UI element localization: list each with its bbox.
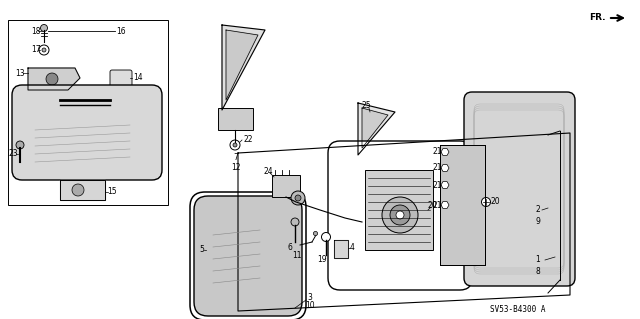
Text: 21: 21: [432, 164, 442, 173]
Circle shape: [46, 73, 58, 85]
Circle shape: [374, 156, 378, 160]
Text: 8: 8: [536, 268, 540, 277]
Bar: [272, 175, 300, 197]
Polygon shape: [222, 25, 265, 110]
Text: 7: 7: [234, 153, 239, 162]
Polygon shape: [334, 240, 348, 258]
Text: 22: 22: [243, 136, 253, 145]
Polygon shape: [441, 202, 449, 208]
Circle shape: [72, 184, 84, 196]
Polygon shape: [226, 30, 258, 100]
Text: 5: 5: [200, 246, 204, 255]
Text: 16: 16: [116, 26, 126, 35]
Circle shape: [291, 191, 305, 205]
Bar: [218, 108, 253, 130]
Circle shape: [230, 140, 240, 150]
Text: 1: 1: [536, 256, 540, 264]
Text: 21: 21: [432, 147, 442, 157]
Text: 14: 14: [133, 73, 143, 83]
Text: 19: 19: [317, 256, 327, 264]
Text: 10: 10: [305, 301, 315, 310]
Circle shape: [371, 153, 381, 163]
Text: 4: 4: [349, 243, 355, 253]
Text: FR.: FR.: [589, 13, 606, 23]
Text: 2: 2: [536, 205, 540, 214]
Text: 17: 17: [31, 46, 41, 55]
Polygon shape: [28, 68, 80, 90]
Polygon shape: [358, 103, 395, 155]
Text: 9: 9: [536, 218, 540, 226]
Circle shape: [382, 197, 418, 233]
Circle shape: [39, 45, 49, 55]
Polygon shape: [60, 180, 105, 200]
Text: 13: 13: [15, 69, 25, 78]
Polygon shape: [441, 149, 449, 155]
Circle shape: [390, 205, 410, 225]
Bar: [365, 170, 433, 250]
Text: 15: 15: [107, 188, 117, 197]
FancyBboxPatch shape: [464, 92, 575, 286]
Circle shape: [321, 233, 330, 241]
Circle shape: [40, 25, 47, 32]
Bar: [8, 20, 168, 205]
Text: SV53-B4300 A: SV53-B4300 A: [490, 305, 545, 314]
FancyBboxPatch shape: [110, 70, 132, 88]
Text: 23: 23: [8, 150, 18, 159]
Text: 11: 11: [292, 250, 301, 259]
Circle shape: [233, 143, 237, 147]
Text: 18: 18: [31, 26, 41, 35]
Circle shape: [481, 197, 490, 206]
Text: 20: 20: [490, 197, 500, 206]
Circle shape: [396, 211, 404, 219]
Circle shape: [42, 48, 46, 52]
Polygon shape: [362, 108, 388, 148]
Text: 24: 24: [263, 167, 273, 176]
Text: 20: 20: [427, 201, 437, 210]
FancyBboxPatch shape: [328, 141, 472, 290]
Circle shape: [295, 195, 301, 201]
Text: 12: 12: [231, 162, 241, 172]
FancyBboxPatch shape: [194, 196, 302, 316]
Circle shape: [16, 141, 24, 149]
Text: 21: 21: [432, 181, 442, 189]
Text: 6: 6: [287, 243, 292, 253]
Text: 25: 25: [361, 100, 371, 109]
Polygon shape: [441, 182, 449, 189]
FancyBboxPatch shape: [12, 85, 162, 180]
Circle shape: [291, 218, 299, 226]
Polygon shape: [441, 165, 449, 172]
Bar: [440, 145, 485, 265]
Text: 21: 21: [432, 201, 442, 210]
Text: 3: 3: [308, 293, 312, 301]
